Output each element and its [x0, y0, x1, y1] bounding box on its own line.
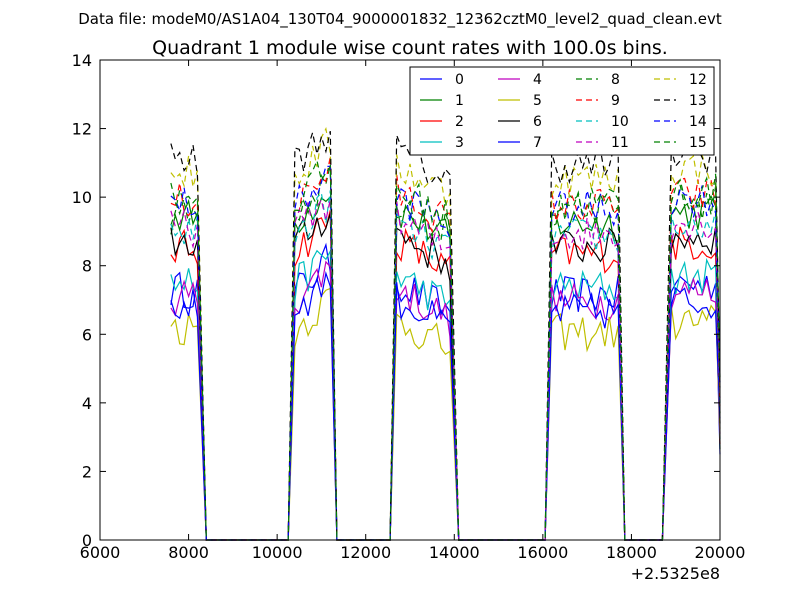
x-tick-label: 8000: [168, 543, 209, 562]
series-line-0: [170, 242, 721, 541]
series-line-13: [170, 130, 721, 541]
legend-label: 12: [689, 72, 707, 88]
y-tick-label: 14: [72, 51, 92, 70]
legend-label: 10: [611, 114, 629, 130]
x-tick-label: 20000: [695, 543, 746, 562]
x-tick-label: 6000: [80, 543, 121, 562]
chart-title: Quadrant 1 module wise count rates with …: [152, 37, 668, 59]
x-tick-label: 12000: [340, 543, 391, 562]
x-tick-label: 10000: [252, 543, 303, 562]
suptitle: Data file: modeM0/AS1A04_130T04_90000018…: [78, 10, 722, 29]
plot-lines: [170, 126, 721, 541]
plot-frame: [99, 59, 721, 541]
series-line-4: [170, 260, 721, 541]
series-line-10: [170, 190, 721, 541]
series-line-7: [170, 271, 721, 541]
series-line-12: [170, 126, 721, 541]
legend-label: 13: [689, 93, 707, 109]
series-line-14: [170, 165, 721, 541]
series-line-3: [170, 248, 721, 541]
legend-label: 5: [533, 93, 542, 109]
y-tick-label: 0: [82, 531, 92, 550]
series-line-5: [170, 287, 721, 541]
y-tick-label: 10: [72, 188, 92, 207]
legend-label: 1: [455, 93, 464, 109]
legend-label: 9: [611, 93, 620, 109]
y-tick-label: 6: [82, 325, 92, 344]
x-tick-label: 14000: [429, 543, 480, 562]
legend-label: 3: [455, 135, 464, 151]
legend-box: [409, 66, 715, 156]
series-line-15: [170, 158, 721, 541]
series-line-1: [170, 195, 721, 541]
series-line-11: [170, 198, 721, 541]
x-offset-label: +2.5325e8: [631, 564, 720, 583]
y-tick-label: 12: [72, 120, 92, 139]
y-tick-label: 8: [82, 257, 92, 276]
legend-label: 8: [611, 72, 620, 88]
legend-label: 2: [455, 114, 464, 130]
legend-label: 7: [533, 135, 542, 151]
legend-label: 15: [689, 135, 707, 151]
y-tick-label: 4: [82, 394, 92, 413]
x-tick-label: 16000: [517, 543, 568, 562]
legend-label: 4: [533, 72, 542, 88]
x-tick-label: 18000: [606, 543, 657, 562]
legend-label: 0: [455, 72, 464, 88]
legend-label: 6: [533, 114, 542, 130]
y-tick-label: 2: [82, 462, 92, 481]
legend-label: 11: [611, 135, 629, 151]
legend-label: 14: [689, 114, 707, 130]
x-axis: 6000 8000 10000 12000 14000 16000 18000 20000: [80, 60, 746, 562]
